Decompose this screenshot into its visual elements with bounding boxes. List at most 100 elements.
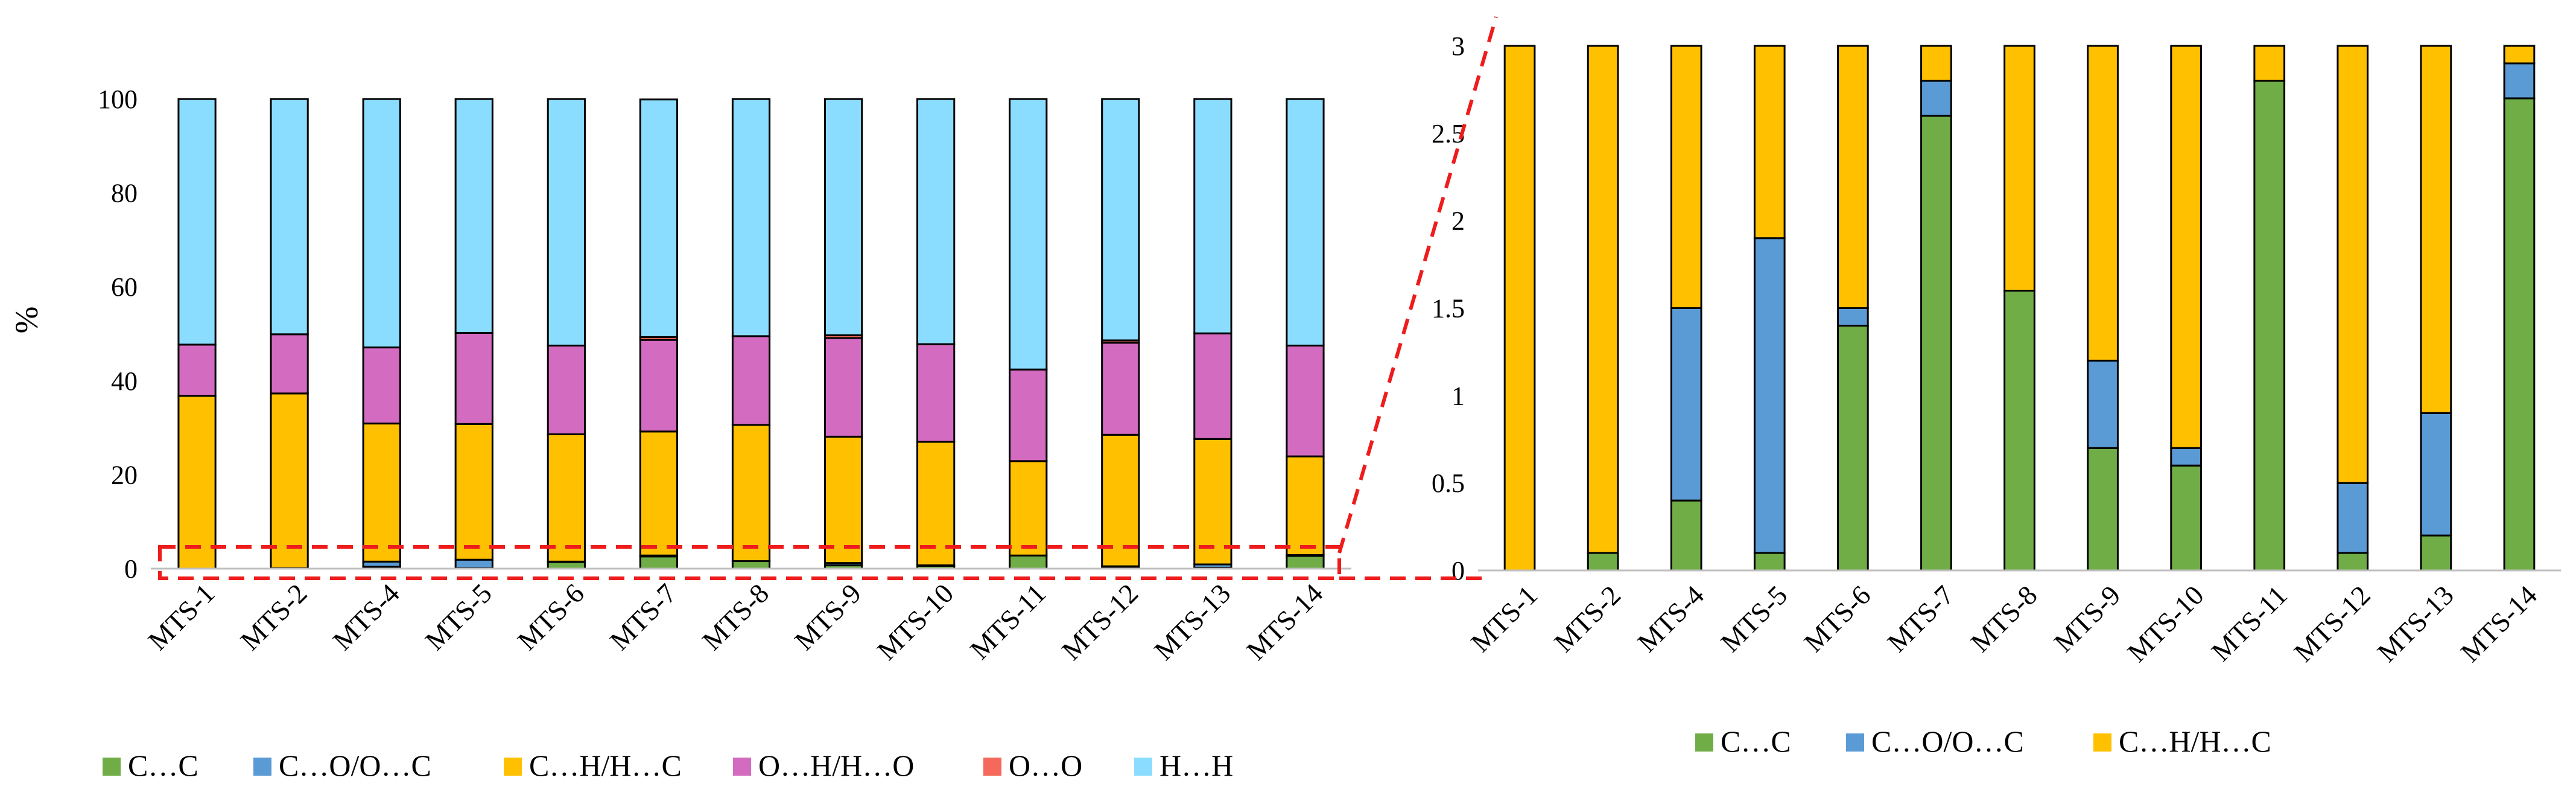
bar-segment [1101,342,1140,436]
bar-segment [1670,45,1702,309]
bar-segment [2003,290,2035,572]
bar-segment [270,333,309,395]
legend-swatch [1134,758,1152,776]
bar-segment [177,98,217,346]
bar-segment [177,395,217,570]
bar-segment [2336,482,2369,554]
bar-segment [731,335,771,426]
legend-label: C…H/H…C [2119,724,2271,758]
bar-segment [2253,80,2286,572]
y-tick-label: 40 [111,366,138,396]
bar-segment [823,435,863,564]
x-tick-label: MTS-11 [964,578,1052,665]
x-tick-label: MTS-6 [1798,579,1876,658]
legend-label: C…H/H…C [529,749,682,782]
bar-segment [362,98,401,349]
x-tick-label: MTS-1 [142,578,221,656]
legend-swatch [983,758,1001,776]
bar-segment [916,343,956,443]
bar-segment [1836,45,1869,309]
y-tick-label: 100 [98,85,138,114]
x-tick-label: MTS-5 [1715,579,1793,658]
bar-segment [177,343,217,397]
bar-segment [639,430,679,557]
x-tick-label: MTS-4 [1631,579,1710,658]
y-tick-label: 2 [1451,206,1465,236]
bar-segment [916,441,956,567]
bar-segment [2336,45,2369,484]
bar-segment [1503,45,1536,572]
bar-segment [547,433,586,563]
bar-segment [1286,98,1325,346]
bar-segment [547,561,586,570]
bar-segment [1009,460,1048,557]
bar-segment [639,98,679,338]
zoom-connector-top [1337,16,1498,554]
legend-swatch [733,758,751,776]
bar-segment [1009,368,1048,462]
y-tick-label: 1.5 [1432,294,1465,324]
x-tick-label: MTS-8 [696,578,775,656]
bar-segment [1587,552,1619,572]
legend-label: C…C [128,749,198,782]
y-tick-label: 2.5 [1432,119,1465,148]
bar-segment [1920,80,1952,117]
x-tick-label: MTS-7 [604,578,682,656]
y-tick-label: 0 [124,554,138,584]
y-tick-label: 20 [111,460,138,490]
bar-segment [1193,98,1232,334]
bar-segment [2503,45,2536,65]
legend-swatch [1846,733,1864,752]
bar-segment [1753,552,1786,572]
legend-swatch [1695,733,1713,752]
bar-segment [2503,97,2536,572]
x-tick-label: MTS-10 [2121,579,2209,668]
zoom-region-box [158,545,1341,580]
bar-segment [362,423,401,563]
legend-label: O…O [1009,749,1082,782]
legend-swatch [2093,733,2111,752]
bar-segment [1753,237,1786,554]
bar-segment [2503,62,2536,100]
bar-segment [2170,447,2203,467]
bar-segment [1286,555,1325,570]
bar-segment [454,558,493,569]
x-tick-label: MTS-13 [2371,579,2460,668]
bar-segment [1836,324,1869,572]
legend-label: C…O/O…C [279,749,431,782]
x-tick-label: MTS-2 [235,578,313,656]
bar-segment [1587,45,1619,554]
y-tick-label: 60 [111,272,138,302]
bar-segment [916,98,956,345]
bar-segment [1670,499,1702,572]
bar-segment [2087,359,2119,449]
bar-segment [2420,412,2452,537]
bar-segment [731,424,771,563]
bar-segment [1920,115,1952,572]
bar-segment [1836,307,1869,327]
y-tick-label: 1 [1451,381,1465,410]
legend-label: C…C [1721,724,1791,758]
x-tick-label: MTS-4 [327,578,405,656]
bar-segment [2420,534,2452,572]
bar-segment [454,423,493,561]
bar-segment [1753,45,1786,240]
bar-segment [454,98,493,334]
bar-segment [1920,45,1952,82]
x-tick-label: MTS-10 [871,578,959,666]
bar-segment [454,331,493,425]
bar-segment [547,344,586,435]
legend-swatch [504,758,522,776]
bar-segment [1101,98,1140,342]
x-tick-label: MTS-14 [2455,579,2543,668]
bar-segment [2170,45,2203,449]
bar-segment [731,560,771,570]
y-tick-label: 0.5 [1432,468,1465,498]
bar-segment [362,346,401,425]
bar-segment [1193,332,1232,440]
x-tick-label: MTS-11 [2206,579,2293,667]
y-tick-label: 0 [1451,556,1465,586]
